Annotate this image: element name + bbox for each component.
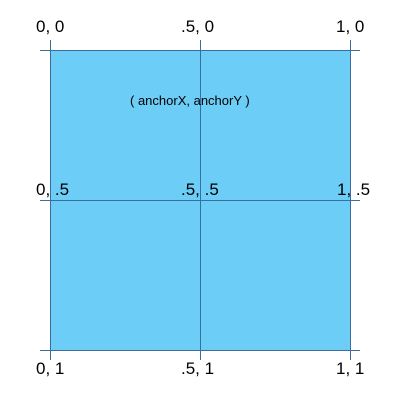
left-gridline xyxy=(50,40,51,360)
label-bottom-right: 1, 1 xyxy=(336,359,365,378)
label-top-right: 1, 0 xyxy=(336,17,365,36)
label-mid-right: 1, .5 xyxy=(337,180,371,199)
anchor-caption: ( anchorX, anchorY ) xyxy=(130,93,250,108)
label-bottom-center: .5, 1 xyxy=(181,359,215,378)
right-gridline xyxy=(350,40,351,360)
label-mid-left: 0, .5 xyxy=(36,180,70,199)
label-top-left: 0, 0 xyxy=(36,17,65,36)
label-mid-center: .5, .5 xyxy=(181,180,219,199)
label-bottom-left: 0, 1 xyxy=(36,359,65,378)
label-top-center: .5, 0 xyxy=(181,17,215,36)
center-gridline xyxy=(200,40,201,360)
